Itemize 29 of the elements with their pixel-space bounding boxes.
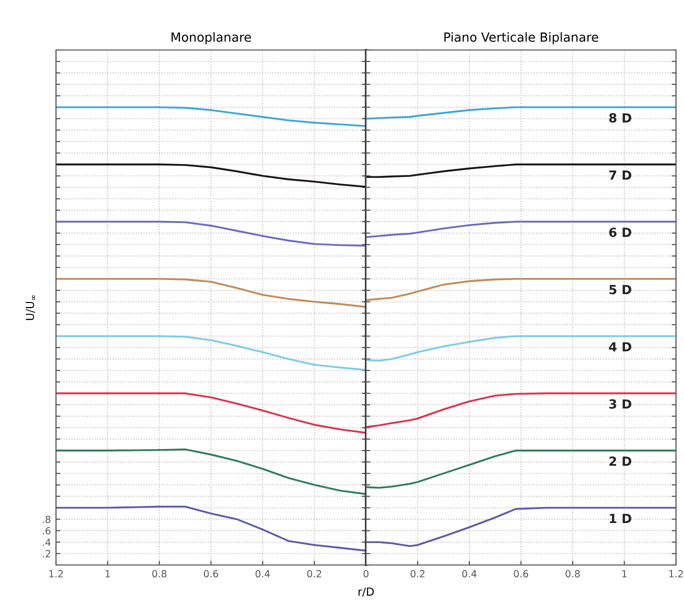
y-tick-label: .8 (42, 516, 50, 524)
y-tick-label: .4 (42, 538, 51, 546)
y-tick-label: .6 (42, 527, 51, 534)
series-label: 5 D (609, 284, 632, 294)
x-tick-label: 0.8 (566, 570, 580, 578)
chart-title: Piano Verticale Biplanare (444, 32, 598, 44)
series-label: 7 D (609, 170, 632, 180)
x-tick-label: 1 (622, 570, 627, 578)
x-tick-label: 0 (364, 570, 368, 578)
series-label: 6 D (609, 228, 632, 238)
x-tick-label: 1 (106, 570, 110, 578)
x-tick-label: 1.2 (669, 570, 683, 578)
chart-title: Monoplanare (172, 32, 251, 44)
series-label: 1 D (610, 514, 632, 523)
x-axis-title: r/D (358, 588, 374, 597)
x-tick-label: 0.4 (462, 570, 477, 578)
x-tick-label: 0.4 (256, 570, 270, 578)
series-label: 3 D (609, 399, 632, 409)
x-tick-label: 0.2 (307, 570, 322, 578)
x-tick-label: 0.2 (410, 570, 424, 578)
y-tick-label: .2 (42, 550, 50, 558)
y-axis-title: U/U$_{∞}$ (26, 295, 36, 320)
x-tick-label: 0.8 (152, 570, 166, 578)
x-tick-label: 1.2 (49, 570, 63, 578)
series-label: 2 D (609, 456, 632, 466)
series-label: 8 D (609, 113, 632, 123)
x-tick-label: 0.6 (514, 570, 528, 578)
series-label: 4 D (609, 342, 632, 352)
x-tick-label: 0.6 (204, 570, 218, 578)
